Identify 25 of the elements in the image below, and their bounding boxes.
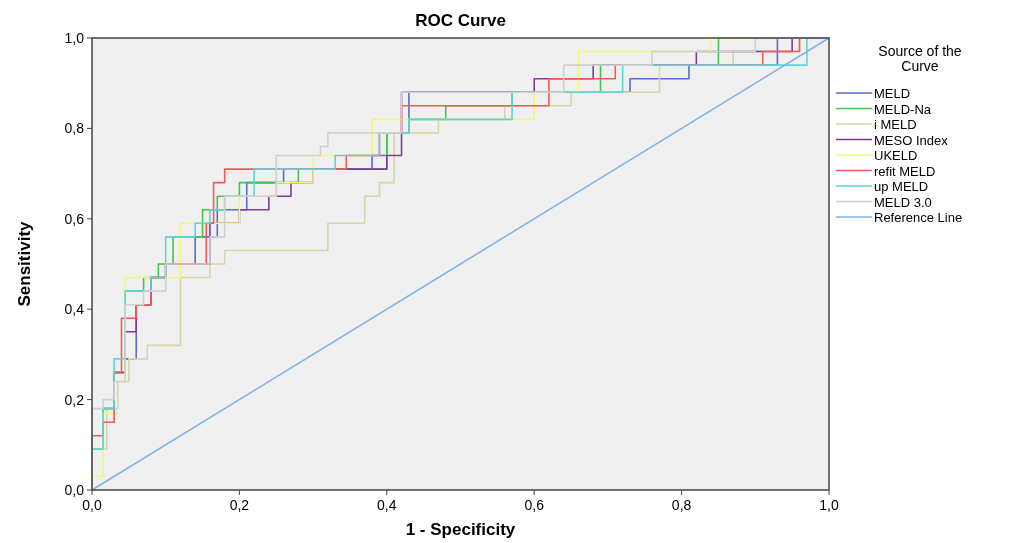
y-tick-label: 0,4 bbox=[64, 301, 85, 318]
legend-label: MELD bbox=[874, 86, 911, 101]
y-tick-label: 0,2 bbox=[64, 391, 85, 408]
legend-label: Reference Line bbox=[874, 210, 963, 225]
x-tick-label: 1,0 bbox=[819, 497, 839, 513]
chart-title: ROC Curve bbox=[415, 11, 506, 30]
legend-title: Source of the Curve bbox=[878, 43, 962, 74]
x-tick-label: 0,0 bbox=[82, 497, 102, 513]
legend-label: refit MELD bbox=[874, 163, 936, 179]
x-tick-label: 0,2 bbox=[229, 497, 250, 513]
x-axis-title: 1 - Specificity bbox=[405, 520, 516, 539]
legend-label: UKELD bbox=[874, 148, 918, 163]
legend-label: i MELD bbox=[874, 117, 917, 132]
x-tick-label: 0,8 bbox=[671, 497, 692, 513]
legend-label: MESO Index bbox=[874, 132, 949, 148]
legend-label: MELD 3.0 bbox=[874, 194, 932, 210]
y-tick-label: 0,6 bbox=[64, 210, 85, 227]
y-axis-title: Sensitivity bbox=[15, 220, 34, 307]
y-tick-label: 0,0 bbox=[64, 482, 85, 498]
x-tick-label: 0,6 bbox=[524, 497, 545, 513]
y-tick-label: 0,8 bbox=[64, 120, 85, 137]
x-tick-label: 0,4 bbox=[377, 497, 397, 513]
y-tick-label: 1,0 bbox=[64, 30, 85, 46]
legend-label: up MELD bbox=[874, 179, 929, 194]
legend-label: MELD-Na bbox=[874, 101, 932, 117]
